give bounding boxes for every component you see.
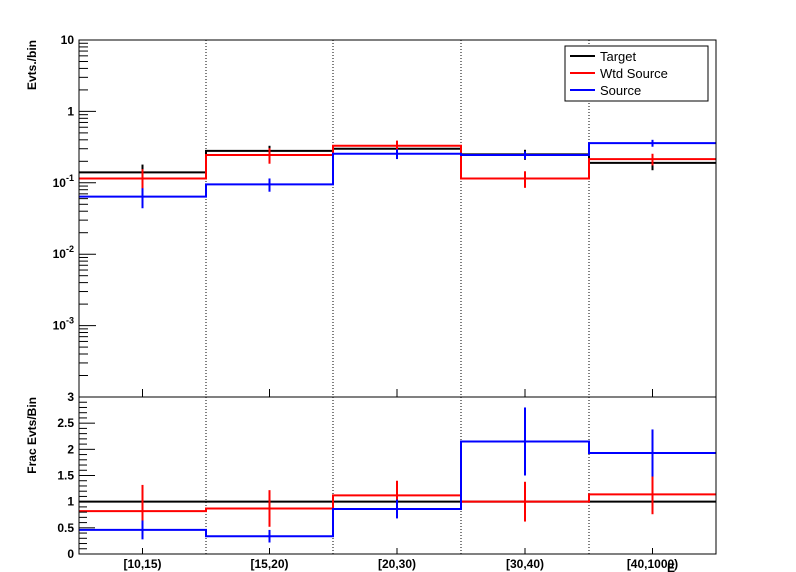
top-y-tick-label: 10 xyxy=(61,33,75,47)
bottom-y-tick-label: 1 xyxy=(67,495,74,509)
bottom-point-wtd-source xyxy=(651,493,654,496)
series-layer xyxy=(79,139,716,543)
bottom-point-source xyxy=(141,528,144,532)
bottom-point-source xyxy=(523,440,527,443)
legend: Target Wtd Source Source xyxy=(564,45,709,102)
legend-label-target: Target xyxy=(600,49,637,64)
top-point-wtd-source xyxy=(268,153,271,157)
bottom-series-source xyxy=(79,407,716,543)
bottom-y-tick-label: 0.5 xyxy=(57,521,74,535)
bottom-y-tick-label: 2 xyxy=(67,442,74,456)
axes-layer xyxy=(78,39,717,555)
bottom-y-axis-title: Frac Evts/Bin xyxy=(25,397,39,474)
bottom-point-wtd-source xyxy=(268,507,271,510)
top-y-tick-label: 10-1 xyxy=(53,173,74,190)
top-point-source xyxy=(395,152,399,155)
bottom-point-source xyxy=(395,507,399,511)
top-point-source xyxy=(523,153,527,157)
x-axis-title-fragment: E xyxy=(667,561,675,572)
bottom-point-wtd-source xyxy=(395,494,399,497)
bin-divider-layer xyxy=(205,40,590,554)
bottom-y-tick-label: 3 xyxy=(67,390,74,404)
x-tick-label: [15,20) xyxy=(250,557,288,571)
legend-label-source: Source xyxy=(600,83,641,98)
top-series-source xyxy=(79,139,716,209)
bottom-point-source xyxy=(651,451,654,455)
bottom-point-wtd-source xyxy=(523,500,527,503)
bottom-y-tick-label: 2.5 xyxy=(57,416,74,430)
x-tick-label: [10,15) xyxy=(123,557,161,571)
top-point-wtd-source xyxy=(395,144,399,147)
top-point-source xyxy=(141,195,144,198)
x-tick-label: [30,40) xyxy=(506,557,544,571)
top-point-wtd-source xyxy=(523,177,527,180)
x-tick-label: [20,30) xyxy=(378,557,416,571)
top-point-wtd-source xyxy=(141,177,144,180)
top-y-tick-label: 10-3 xyxy=(53,316,74,333)
bottom-point-wtd-source xyxy=(141,509,144,513)
legend-label-wtd-source: Wtd Source xyxy=(600,66,668,81)
bottom-y-tick-label: 1.5 xyxy=(57,469,74,483)
top-point-wtd-source xyxy=(651,157,654,161)
labels-layer: 10 1 10-1 10-2 10-3 0 0.5 1 1.5 2 2.5 3 [10,15) [15,2… xyxy=(25,33,678,572)
top-y-tick-label: 10-2 xyxy=(53,244,74,261)
top-point-source xyxy=(651,141,654,145)
top-y-tick-label: 1 xyxy=(67,104,74,118)
bottom-series-wtd-source xyxy=(79,474,716,538)
top-y-axis-title: Evts./bin xyxy=(25,40,39,90)
top-series-wtd-source xyxy=(79,140,716,192)
top-point-source xyxy=(268,183,271,186)
bottom-point-source xyxy=(268,535,271,538)
x-tick-label: [40,1000) xyxy=(627,557,678,571)
bottom-y-tick-label: 0 xyxy=(67,547,74,561)
